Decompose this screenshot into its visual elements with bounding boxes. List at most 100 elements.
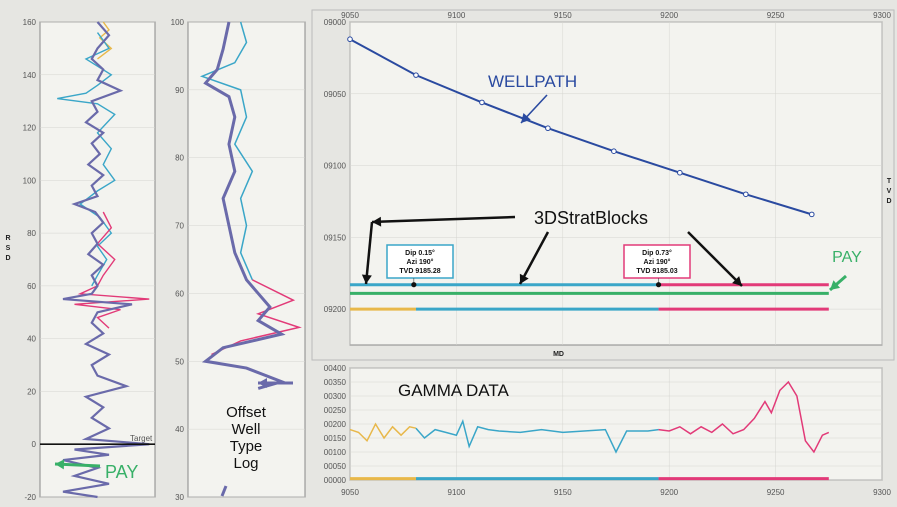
strat-block-info-text: TVD 9185.03 — [636, 268, 677, 275]
type-log-tail — [220, 485, 228, 497]
type-log-arrow-head — [258, 378, 267, 388]
wellpath-x-tick-label: 9300 — [873, 11, 891, 20]
strat-arrow-b — [364, 221, 374, 285]
wellpath-plot-area — [349, 21, 883, 346]
gamma-x-tick-label: 9200 — [660, 488, 678, 497]
rsd-tick-label: 160 — [23, 18, 37, 27]
gamma-y-tick-label: 00250 — [324, 406, 347, 415]
wellpath-y-axis-label: T — [887, 178, 892, 185]
gamma-y-tick-label: 00150 — [324, 434, 347, 443]
type-log-annotation-line: Type — [230, 438, 263, 455]
strat-arrow-a-head — [372, 216, 382, 227]
rsd-tick-label: 0 — [32, 440, 37, 449]
gamma-x-tick-label: 9150 — [554, 488, 572, 497]
rsd-tick-label: 40 — [27, 335, 36, 344]
gamma-y-tick-label: 00200 — [324, 420, 347, 429]
type-log-series-line — [201, 21, 287, 390]
type-log-tick-label: 50 — [175, 357, 184, 366]
type-log-plot-area — [187, 21, 306, 498]
wellpath-frame — [311, 9, 895, 361]
gamma-y-tick-label: 00000 — [324, 476, 347, 485]
wellpath-line — [349, 38, 813, 216]
rsd-tick-label: 140 — [23, 71, 37, 80]
strat-block-info-text: Dip 0.73° — [642, 249, 672, 257]
gamma-series-line — [658, 380, 830, 454]
rsd-tick-label: 60 — [27, 282, 36, 291]
wellpath-x-tick-label: 9250 — [767, 11, 785, 20]
type-log-annotation-line: Log — [233, 455, 258, 472]
strat-block-info-text: Azi 190° — [407, 258, 434, 266]
type-log-tick-label: 100 — [171, 18, 185, 27]
wellpath-y-tick-label: 09150 — [324, 233, 347, 242]
strat-block-info-text: TVD 9185.28 — [399, 268, 440, 275]
wellpath-x-tick-label: 9100 — [448, 11, 466, 20]
wellpath-y-tick-label: 09000 — [324, 18, 347, 27]
strat-block-info-text: Azi 190° — [644, 258, 671, 266]
gamma-title: GAMMA DATA — [398, 381, 509, 400]
type-log-series-line — [199, 21, 254, 281]
wellpath-x-axis-label: MD — [553, 351, 564, 358]
gamma-series-line — [415, 418, 659, 454]
rsd-series-line — [62, 21, 150, 499]
strat-block-dot — [655, 282, 662, 288]
type-log-tick-label: 80 — [175, 154, 184, 163]
wellpath-x-tick-label: 9050 — [341, 11, 359, 20]
rsd-tick-label: 100 — [23, 176, 37, 185]
wellpath-y-tick-label: 09050 — [324, 90, 347, 99]
rsd-axis-label: R — [5, 235, 10, 242]
type-log-tick-label: 90 — [175, 86, 184, 95]
wellpath-point — [545, 125, 551, 132]
strat-arrow-d-head — [732, 276, 742, 286]
wellpath-point — [479, 99, 485, 106]
strat-arrow-b-head — [361, 274, 372, 284]
wellpath-title: WELLPATH — [488, 72, 577, 91]
rsd-tick-label: 120 — [23, 124, 37, 133]
wellpath-x-tick-label: 9150 — [554, 11, 572, 20]
pay-label: PAY — [105, 462, 138, 482]
gamma-y-tick-label: 00300 — [324, 392, 347, 401]
strat-block-info-box — [386, 244, 454, 279]
rsd-tick-label: -20 — [24, 493, 36, 502]
gamma-x-tick-label: 9100 — [448, 488, 466, 497]
rsd-tick-label: 20 — [27, 387, 36, 396]
wellpath-point — [677, 169, 683, 176]
rsd-series-line — [57, 32, 116, 287]
type-log-tick-label: 70 — [175, 222, 184, 231]
type-log-series-line — [211, 279, 302, 356]
strat-block-dot — [411, 282, 417, 288]
rsd-tick-label: 80 — [27, 229, 36, 238]
wellpath-y-tick-label: 09200 — [324, 305, 347, 314]
gamma-y-tick-label: 00050 — [324, 462, 347, 471]
strat-blocks-label: 3DStratBlocks — [534, 208, 648, 228]
gamma-y-tick-label: 00100 — [324, 448, 347, 457]
wellpath-y-axis-label: D — [886, 198, 891, 205]
target-label: Target — [130, 434, 153, 443]
gamma-series-line — [349, 422, 417, 443]
gamma-x-tick-label: 9250 — [767, 488, 785, 497]
wellpath-y-tick-label: 09100 — [324, 162, 347, 171]
gamma-y-tick-label: 00350 — [324, 378, 347, 387]
wellpath-arrow-head — [521, 113, 531, 123]
wellpath-pay-label: PAY — [832, 249, 862, 266]
strat-block-info-text: Dip 0.15° — [405, 249, 435, 257]
wellpath-point — [413, 72, 419, 78]
wellpath-point — [743, 191, 749, 198]
type-log-tick-label: 30 — [175, 493, 184, 502]
gamma-y-tick-label: 00400 — [324, 364, 347, 373]
strat-arrow-c — [518, 231, 550, 285]
strat-arrow-a — [371, 215, 516, 224]
strat-arrow-d — [687, 231, 743, 287]
rsd-series-line — [74, 211, 150, 329]
pay-arrow-head — [55, 459, 65, 470]
wellpath-x-tick-label: 9200 — [660, 11, 678, 20]
wellpath-point — [347, 36, 353, 43]
strat-block-info-box — [623, 244, 691, 279]
wellpath-pay-arrow-head — [830, 280, 841, 290]
type-log-annotation-line: Well — [232, 421, 261, 438]
rsd-series-line — [97, 21, 113, 60]
gamma-x-tick-label: 9300 — [873, 488, 891, 497]
wellpath-point — [808, 211, 815, 218]
type-log-annotation-line: Offset — [226, 404, 267, 421]
wellpath-point — [611, 148, 617, 154]
